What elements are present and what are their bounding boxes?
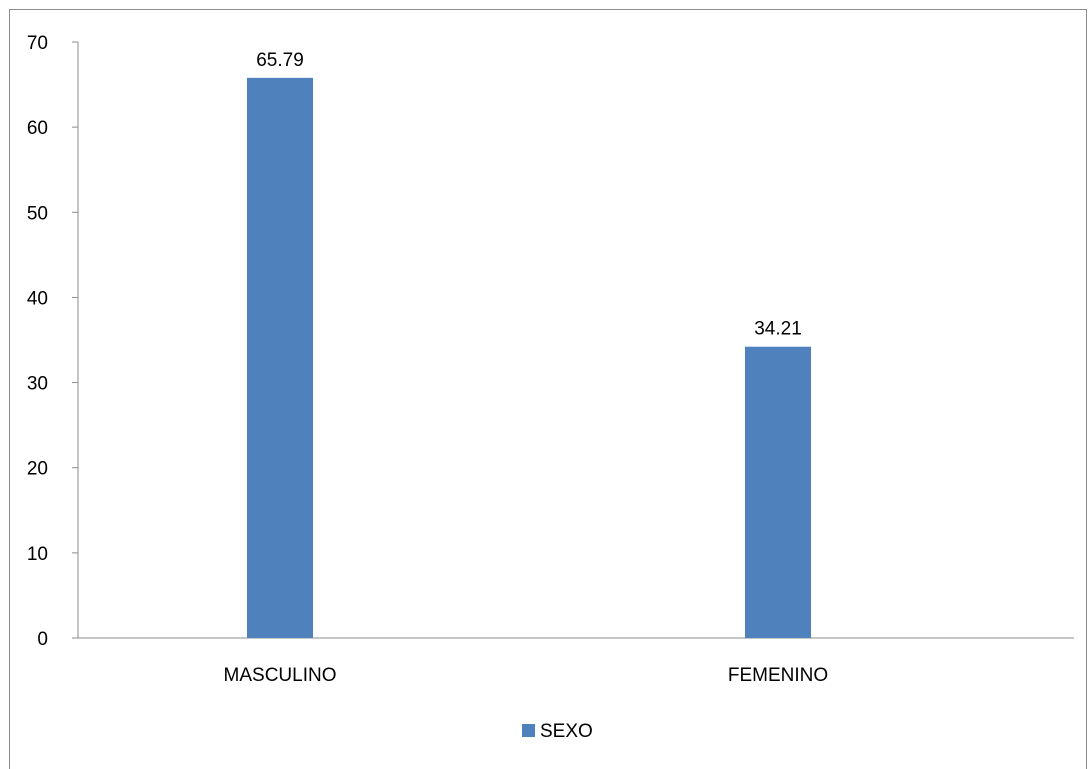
legend-swatch bbox=[522, 724, 535, 737]
y-tick-label: 70 bbox=[27, 33, 48, 54]
y-tick-label: 20 bbox=[27, 459, 48, 480]
data-label-femenino: 34.21 bbox=[754, 319, 802, 340]
data-label-masculino: 65.79 bbox=[256, 50, 304, 71]
y-tick-label: 40 bbox=[27, 288, 48, 309]
y-tick-label: 60 bbox=[27, 118, 48, 139]
y-axis-ticks: 0 10 20 30 40 50 60 70 bbox=[27, 33, 78, 650]
bar-series bbox=[247, 77, 811, 638]
category-labels: MASCULINO FEMENINO bbox=[224, 665, 829, 686]
category-label-masculino: MASCULINO bbox=[224, 665, 337, 686]
data-labels: 65.79 34.21 bbox=[256, 50, 802, 340]
chart-legend: SEXO bbox=[522, 721, 593, 742]
category-label-femenino: FEMENINO bbox=[728, 665, 828, 686]
bar-masculino bbox=[247, 77, 313, 638]
chart-axes bbox=[77, 42, 1074, 639]
y-tick-label: 50 bbox=[27, 203, 48, 224]
y-tick-label: 0 bbox=[37, 629, 48, 650]
bar-femenino bbox=[745, 346, 811, 638]
chart-frame bbox=[9, 9, 1087, 769]
y-tick-label: 10 bbox=[27, 544, 48, 565]
legend-label: SEXO bbox=[540, 721, 593, 742]
y-tick-label: 30 bbox=[27, 374, 48, 395]
